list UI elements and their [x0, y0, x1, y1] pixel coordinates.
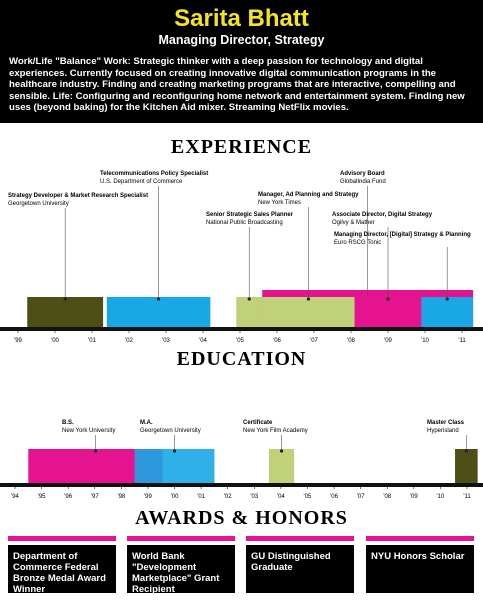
- tick-label: '95: [38, 494, 46, 500]
- item-title: Advisory Board: [340, 171, 385, 177]
- tick-label: '05: [304, 494, 312, 500]
- tick-label: '10: [436, 494, 444, 500]
- dot: [445, 297, 449, 301]
- dot: [386, 297, 390, 301]
- item-org: New York Film Academy: [243, 428, 308, 434]
- tick-label: '06: [330, 494, 338, 500]
- tick-label: '00: [51, 338, 59, 344]
- tick-label: '07: [310, 338, 318, 344]
- item-org: Georgetown University: [140, 428, 201, 434]
- dot: [172, 449, 177, 453]
- dot: [93, 449, 98, 453]
- award-strip: [366, 536, 474, 541]
- bar: [421, 297, 474, 327]
- dot: [63, 297, 67, 301]
- tick-label: '04: [277, 494, 285, 500]
- item-title: B.S.: [62, 420, 74, 426]
- job-title: Managing Director, Strategy: [158, 33, 325, 47]
- item-title: Senior Strategic Sales Planner: [206, 212, 294, 218]
- tick-label: '02: [224, 494, 232, 500]
- bar: [455, 449, 478, 483]
- bar: [354, 297, 422, 327]
- dot: [464, 449, 468, 453]
- item-title: Certificate: [243, 420, 273, 426]
- tick-label: '96: [64, 494, 72, 500]
- tick-label: '00: [171, 494, 179, 500]
- tick-label: '03: [162, 338, 170, 344]
- award: GU Distinguished Graduate: [246, 536, 354, 593]
- header: Sarita Bhatt Managing Director, Strategy…: [0, 0, 483, 123]
- dot: [279, 449, 284, 453]
- name: Sarita Bhatt: [174, 5, 309, 32]
- experience-timeline: Advisory Board GlobalIndia Fund Strategy D…: [0, 171, 483, 344]
- item-title: Master Class: [427, 420, 465, 426]
- axis: [0, 327, 483, 331]
- award: NYU Honors Scholar: [366, 536, 474, 593]
- tick-label: '11: [463, 494, 471, 500]
- item-org: National Public Broadcasting: [206, 220, 283, 226]
- tick-label: '99: [144, 494, 152, 500]
- tick-label: '98: [117, 494, 125, 500]
- tick-label: '09: [410, 494, 418, 500]
- tick-label: '97: [91, 494, 99, 500]
- award-text: GU Distinguished Graduate: [246, 545, 354, 593]
- award-text: World Bank "Development Marketplace" Gra…: [127, 545, 235, 595]
- item-title: Manager, Ad Planning and Strategy: [258, 192, 359, 198]
- bar: [106, 297, 211, 327]
- tick-label: '03: [250, 494, 258, 500]
- dot: [157, 297, 161, 301]
- tick-label: '08: [347, 338, 355, 344]
- award-strip: [8, 536, 116, 541]
- award-text: NYU Honors Scholar: [366, 545, 474, 593]
- item-org: Ogilvy & Mather: [332, 220, 375, 226]
- item-org: U.S. Department of Commerce: [100, 179, 183, 185]
- bar: [27, 297, 104, 327]
- axis: [0, 483, 483, 487]
- dot: [247, 297, 251, 301]
- tick-label: '02: [125, 338, 133, 344]
- tick-label: '07: [357, 494, 365, 500]
- bio: Work/Life "Balance" Work: Strategic thin…: [9, 56, 465, 114]
- tick-label: '10: [421, 338, 429, 344]
- tick-label: '08: [383, 494, 391, 500]
- bar: [134, 449, 215, 483]
- tick-label: '99: [14, 338, 22, 344]
- section-heading: AWARDS & HONORS: [135, 507, 348, 529]
- tick-label: '11: [458, 338, 466, 344]
- item-org: GlobalIndia Fund: [340, 179, 386, 185]
- item-org: Georgetown University: [8, 201, 69, 207]
- tick-label: '01: [88, 338, 96, 344]
- award-text: Department of Commerce Federal Bronze Me…: [8, 545, 116, 595]
- section-heading: EXPERIENCE: [170, 136, 313, 158]
- item-org: Euro RSCG Tonic: [334, 240, 381, 246]
- item-title: M.A.: [140, 420, 153, 426]
- section-heading: EDUCATION: [176, 348, 307, 370]
- award-strip: [246, 536, 354, 541]
- tick-label: '06: [273, 338, 281, 344]
- dot: [306, 297, 311, 301]
- item-org: Hyperisland: [427, 428, 459, 434]
- award-strip: [127, 536, 235, 541]
- tick-label: '09: [384, 338, 392, 344]
- item-org: New York University: [62, 428, 115, 434]
- item-title: Telecommunications Policy Specialist: [100, 171, 208, 177]
- bar: [268, 449, 295, 483]
- tick-label: '94: [11, 494, 19, 500]
- tick-label: '04: [199, 338, 207, 344]
- bar: [236, 297, 263, 327]
- bar: [262, 297, 355, 327]
- award: Department of Commerce Federal Bronze Me…: [8, 536, 116, 595]
- item-title: Strategy Developer & Market Research Spe…: [8, 193, 148, 199]
- education-timeline: B.S. New York University M.A. Georgetown Un…: [0, 420, 483, 500]
- item-title: Managing Director, [Digital] Strategy & …: [334, 232, 471, 238]
- tick-label: '05: [236, 338, 244, 344]
- item-title: Associate Director, Digital Strategy: [332, 212, 433, 218]
- item-org: New York Times: [258, 200, 301, 206]
- tick-label: '01: [197, 494, 205, 500]
- award: World Bank "Development Marketplace" Gra…: [127, 536, 235, 595]
